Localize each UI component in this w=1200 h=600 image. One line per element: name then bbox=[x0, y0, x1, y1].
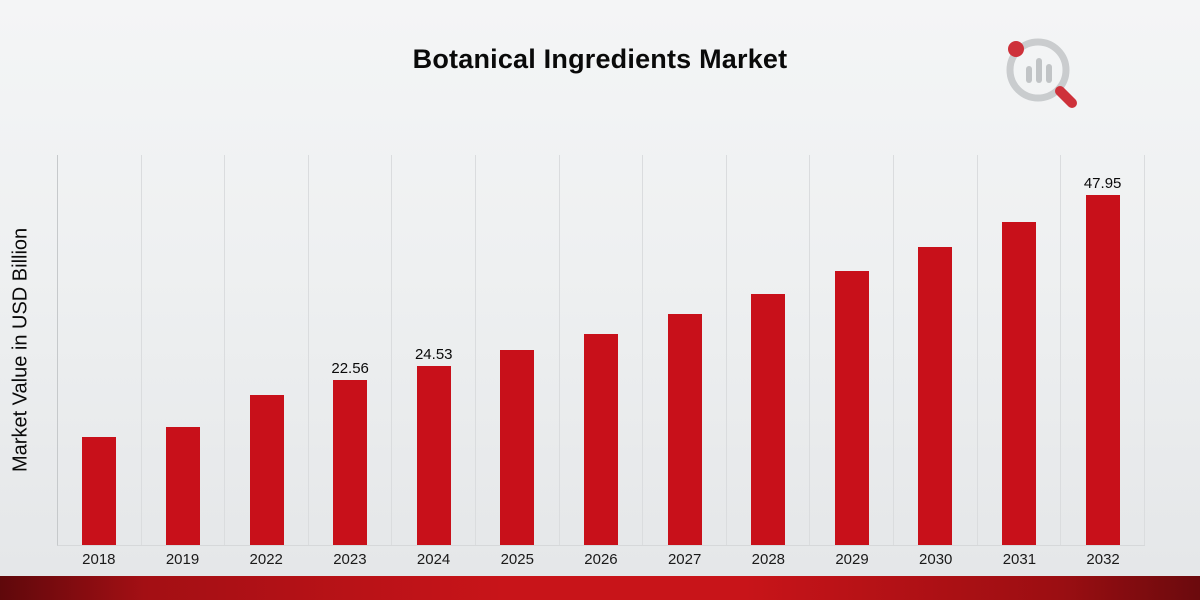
x-axis-tick-label: 2031 bbox=[1002, 551, 1037, 568]
bar-2019 bbox=[165, 426, 200, 545]
chart-column bbox=[58, 155, 142, 545]
chart-column bbox=[810, 155, 895, 545]
brand-logo bbox=[993, 28, 1088, 118]
bar-2026 bbox=[583, 334, 618, 545]
x-axis-tick-label: 2027 bbox=[667, 551, 702, 568]
chart-column bbox=[643, 155, 727, 545]
bar-2023 bbox=[333, 380, 368, 545]
chart-column: 24.53 bbox=[392, 155, 477, 545]
x-axis-tick-label: 2023 bbox=[333, 551, 367, 568]
bar-2029 bbox=[834, 271, 869, 545]
plot-area: 22.56 24.53 47.95 bbox=[57, 155, 1145, 546]
x-axis: 2018 2019 2022 2023 2024 2025 2026 2027 2028 2029… bbox=[57, 551, 1145, 568]
bar-2022 bbox=[249, 394, 284, 545]
chart-column: 22.56 bbox=[309, 155, 393, 545]
bar-2025 bbox=[500, 350, 535, 545]
x-axis-tick-label: 2022 bbox=[249, 551, 283, 568]
bar-value-label: 22.56 bbox=[331, 360, 369, 378]
chart-column bbox=[225, 155, 309, 545]
x-axis-tick-label: 2029 bbox=[835, 551, 869, 568]
x-axis-tick-label: 2028 bbox=[751, 551, 786, 568]
x-axis-tick-label: 2024 bbox=[416, 551, 451, 568]
chart-title: Botanical Ingredients Market bbox=[412, 44, 788, 74]
bar-value-label: 24.53 bbox=[414, 345, 453, 363]
chart-column bbox=[894, 155, 978, 545]
y-axis-title: Market Value in USD Billion bbox=[9, 227, 32, 473]
chart-column bbox=[978, 155, 1062, 545]
chart-column bbox=[142, 155, 226, 545]
bar-2032 bbox=[1085, 195, 1120, 545]
x-axis-tick-label: 2030 bbox=[919, 551, 953, 568]
bar-2027 bbox=[667, 314, 702, 545]
x-axis-tick-label: 2032 bbox=[1086, 551, 1120, 568]
bar-2030 bbox=[918, 246, 953, 545]
chart-column bbox=[476, 155, 560, 545]
chart-column bbox=[560, 155, 644, 545]
x-axis-tick-label: 2026 bbox=[584, 551, 618, 568]
x-axis-tick-label: 2025 bbox=[500, 551, 534, 568]
bar-2031 bbox=[1002, 221, 1036, 545]
x-axis-tick-label: 2018 bbox=[82, 551, 116, 568]
chart-column bbox=[727, 155, 811, 545]
bar-2024 bbox=[416, 365, 451, 545]
magnifier-bar-chart-icon bbox=[1006, 38, 1077, 108]
bar-2028 bbox=[751, 293, 786, 545]
chart-column: 47.95 bbox=[1061, 155, 1145, 545]
bar-2018 bbox=[82, 437, 117, 545]
footer-red-banner bbox=[0, 576, 1200, 600]
bar-value-label: 47.95 bbox=[1083, 175, 1122, 192]
x-axis-tick-label: 2019 bbox=[165, 551, 200, 568]
